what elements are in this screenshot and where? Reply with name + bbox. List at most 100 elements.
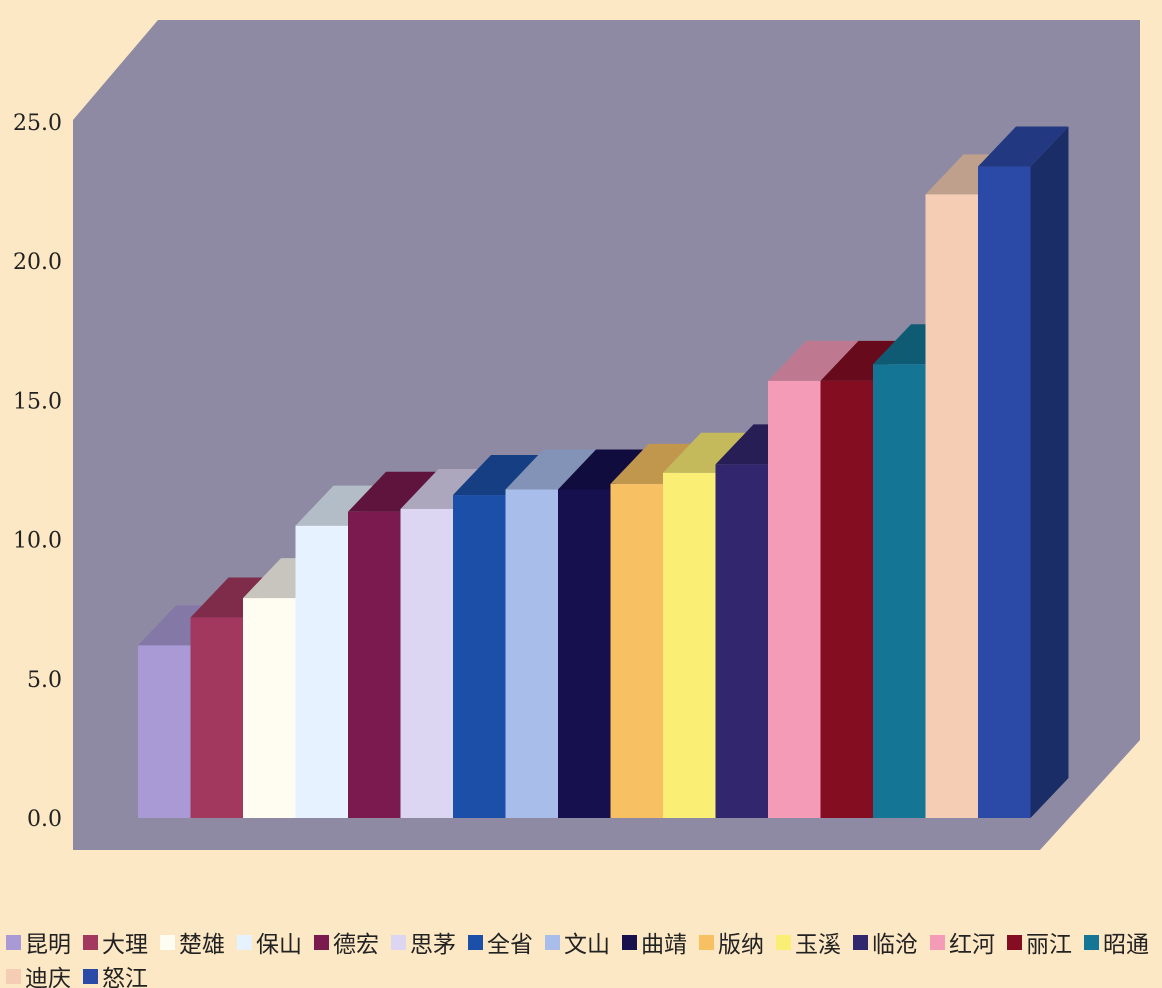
legend-swatch	[776, 934, 791, 950]
legend-item: 曲靖	[622, 928, 687, 958]
legend-label: 曲靖	[641, 932, 687, 958]
legend-swatch	[6, 934, 21, 950]
legend-swatch	[1007, 934, 1022, 950]
bar-front	[190, 617, 243, 818]
bar-top	[978, 126, 1069, 167]
legend-label: 怒江	[102, 966, 148, 988]
legend-item: 楚雄	[160, 928, 225, 958]
bar-front	[610, 483, 663, 818]
legend-item: 迪庆	[6, 962, 71, 988]
bar-front	[715, 464, 768, 818]
legend-swatch	[314, 934, 329, 950]
y-tick-label: 25.0	[13, 111, 62, 136]
bar-玉溪	[663, 432, 754, 818]
bar-front	[820, 380, 873, 818]
legend-label: 玉溪	[795, 932, 841, 958]
bar-top	[505, 449, 596, 490]
legend-swatch	[699, 934, 714, 950]
legend-swatch	[237, 934, 252, 950]
legend-swatch	[545, 934, 560, 950]
legend-label: 丽江	[1026, 932, 1072, 958]
legend-swatch	[468, 934, 483, 950]
legend: 昆明 大理 楚雄 保山 德宏 思茅 全省 文山 曲靖 版纳 玉溪 临沧 红河 丽江 昭通迪庆 怒江	[6, 928, 1162, 988]
bar-德宏	[348, 471, 439, 818]
legend-label: 昭通	[1103, 932, 1149, 958]
legend-item: 德宏	[314, 928, 379, 958]
legend-item: 保山	[237, 928, 302, 958]
legend-swatch	[83, 968, 98, 984]
legend-item: 昆明	[6, 928, 71, 958]
legend-item: 版纳	[699, 928, 764, 958]
y-tick-label: 15.0	[13, 389, 62, 414]
bar-series	[138, 126, 1069, 818]
bar-怒江	[978, 126, 1069, 818]
bar-top	[663, 432, 754, 473]
bar-front	[400, 508, 453, 818]
legend-label: 德宏	[333, 932, 379, 958]
bar-front	[138, 645, 191, 818]
bar-top	[610, 443, 701, 484]
bar-迪庆	[925, 154, 1016, 818]
legend-swatch	[391, 934, 406, 950]
bar-top	[768, 340, 859, 381]
bar-临沧	[715, 424, 806, 818]
legend-swatch	[83, 934, 98, 950]
legend-label: 大理	[102, 932, 148, 958]
bar-曲靖	[558, 449, 649, 818]
legend-label: 楚雄	[179, 932, 225, 958]
legend-item: 怒江	[83, 962, 148, 988]
y-axis: 0.0 5.0 10.0 15.0 20.0 25.0	[13, 111, 62, 832]
bar-front	[348, 511, 401, 818]
legend-item: 文山	[545, 928, 610, 958]
bar-思茅	[400, 468, 491, 818]
bar-保山	[295, 485, 386, 818]
bar-front	[925, 194, 978, 818]
legend-item: 红河	[930, 928, 995, 958]
bar-top	[453, 455, 544, 496]
bar-front	[243, 598, 296, 818]
legend-item: 临沧	[853, 928, 918, 958]
bar-front	[505, 489, 558, 818]
bar-全省	[453, 455, 544, 818]
legend-item: 大理	[83, 928, 148, 958]
bar-front	[453, 495, 506, 818]
legend-label: 思茅	[410, 932, 456, 958]
legend-label: 全省	[487, 932, 533, 958]
legend-item: 思茅	[391, 928, 456, 958]
legend-label: 版纳	[718, 932, 764, 958]
y-tick-label: 0.0	[27, 807, 62, 832]
bar-front	[873, 364, 926, 818]
bar-side	[1030, 126, 1069, 818]
bar-红河	[768, 340, 859, 818]
legend-swatch	[160, 934, 175, 950]
legend-swatch	[622, 934, 637, 950]
bar-front	[558, 489, 611, 818]
bar-文山	[505, 449, 596, 818]
legend-swatch	[6, 968, 21, 984]
legend-swatch	[1084, 934, 1099, 950]
legend-label: 迪庆	[25, 966, 71, 988]
legend-item: 昭通	[1084, 928, 1149, 958]
legend-swatch	[930, 934, 945, 950]
bar-front	[663, 472, 716, 818]
legend-item: 全省	[468, 928, 533, 958]
y-tick-label: 10.0	[13, 529, 62, 554]
legend-label: 昆明	[25, 932, 71, 958]
bar-front	[295, 525, 348, 818]
legend-item: 丽江	[1007, 928, 1072, 958]
bar-chart: 0.0 5.0 10.0 15.0 20.0 25.0	[13, 20, 1140, 850]
bar-front	[768, 380, 821, 818]
bar-版纳	[610, 443, 701, 818]
legend-swatch	[853, 934, 868, 950]
bar-top	[348, 471, 439, 512]
legend-item: 玉溪	[776, 928, 841, 958]
y-tick-label: 20.0	[13, 250, 62, 275]
y-tick-label: 5.0	[27, 668, 62, 693]
legend-label: 保山	[256, 932, 302, 958]
bar-front	[978, 166, 1031, 818]
bar-top	[558, 449, 649, 490]
legend-label: 文山	[564, 932, 610, 958]
legend-label: 临沧	[872, 932, 918, 958]
legend-label: 红河	[949, 932, 995, 958]
